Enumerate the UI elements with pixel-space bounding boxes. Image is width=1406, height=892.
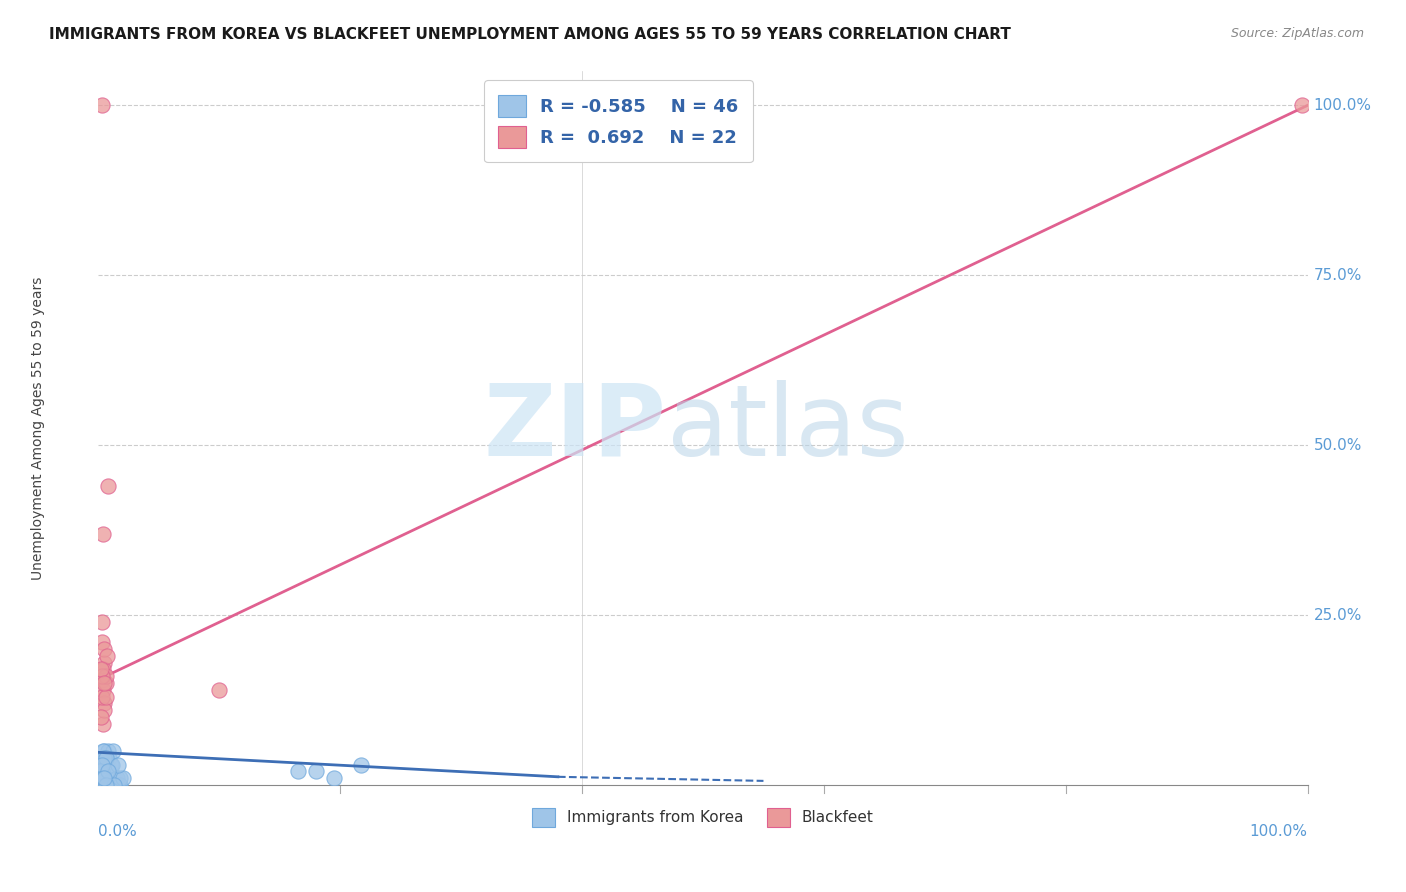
Point (89, 764, 111, 779)
Point (93, 771, 115, 785)
Point (90, 778, 112, 792)
Point (104, 778, 127, 792)
Point (97, 479, 120, 493)
Point (93, 697, 115, 711)
Point (93, 676, 115, 690)
Point (93, 764, 115, 779)
Point (91, 669, 114, 683)
Point (91, 778, 114, 792)
Text: atlas: atlas (666, 380, 908, 476)
Point (97, 778, 120, 792)
Point (91, 744, 114, 758)
Point (100, 757, 122, 772)
Point (323, 771, 346, 785)
Point (94, 690, 117, 704)
Point (91, 682, 114, 697)
Point (101, 744, 124, 758)
Point (208, 682, 231, 697)
Point (93, 751, 115, 765)
Text: 75.0%: 75.0% (1313, 268, 1362, 283)
Point (94, 669, 117, 683)
Point (90, 662, 112, 676)
Point (91, 757, 114, 772)
Point (94, 778, 117, 792)
Point (90, 710, 112, 724)
Point (287, 764, 309, 779)
Legend: Immigrants from Korea, Blackfeet: Immigrants from Korea, Blackfeet (524, 800, 882, 834)
Point (91, 690, 114, 704)
Point (1291, 98, 1313, 112)
Point (103, 778, 125, 792)
Point (91, 771, 114, 785)
Point (91, 526, 114, 541)
Point (93, 642, 115, 657)
Point (91, 635, 114, 649)
Text: Source: ZipAtlas.com: Source: ZipAtlas.com (1230, 27, 1364, 40)
Point (98, 778, 121, 792)
Point (105, 778, 128, 792)
Point (105, 771, 128, 785)
Point (100, 778, 122, 792)
Point (91, 778, 114, 792)
Point (91, 673, 114, 687)
Text: 50.0%: 50.0% (1313, 438, 1362, 452)
Point (91, 764, 114, 779)
Point (305, 764, 328, 779)
Point (98, 751, 121, 765)
Point (94, 676, 117, 690)
Point (91, 716, 114, 731)
Point (350, 757, 373, 772)
Point (91, 615, 114, 629)
Point (97, 764, 120, 779)
Point (108, 771, 131, 785)
Point (93, 744, 115, 758)
Text: 100.0%: 100.0% (1313, 98, 1372, 113)
Point (96, 757, 118, 772)
Text: ZIP: ZIP (484, 380, 666, 476)
Point (90, 757, 112, 772)
Point (93, 656, 115, 670)
Text: 25.0%: 25.0% (1313, 607, 1362, 623)
Point (96, 778, 118, 792)
Point (96, 648, 118, 663)
Point (100, 778, 122, 792)
Point (91, 98, 114, 112)
Point (94, 751, 117, 765)
Text: 100.0%: 100.0% (1250, 824, 1308, 839)
Point (107, 778, 129, 792)
Point (94, 778, 117, 792)
Point (108, 778, 131, 792)
Point (111, 771, 134, 785)
Point (94, 764, 117, 779)
Point (108, 778, 131, 792)
Point (107, 757, 129, 772)
Text: 0.0%: 0.0% (98, 824, 138, 839)
Point (96, 751, 118, 765)
Point (101, 778, 124, 792)
Point (97, 744, 120, 758)
Point (103, 778, 125, 792)
Point (93, 703, 115, 717)
Text: Unemployment Among Ages 55 to 59 years: Unemployment Among Ages 55 to 59 years (31, 277, 45, 580)
Point (100, 757, 122, 772)
Text: IMMIGRANTS FROM KOREA VS BLACKFEET UNEMPLOYMENT AMONG AGES 55 TO 59 YEARS CORREL: IMMIGRANTS FROM KOREA VS BLACKFEET UNEMP… (49, 27, 1011, 42)
Point (91, 662, 114, 676)
